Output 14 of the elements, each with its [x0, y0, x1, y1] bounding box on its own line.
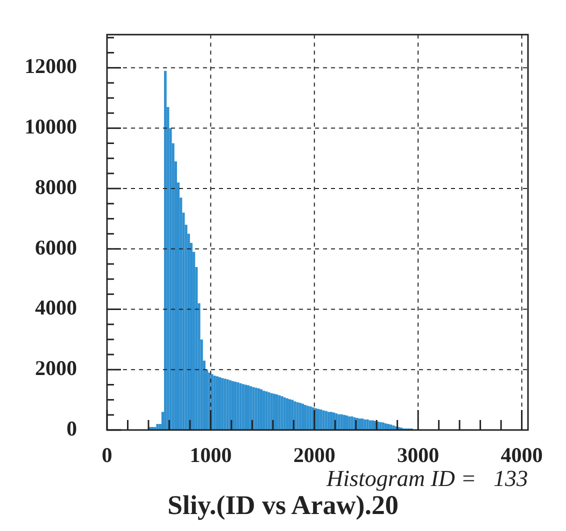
text: Sliy.(ID vs Araw).20	[166, 490, 399, 521]
y-tick-label: 6000	[35, 235, 77, 260]
x-tick-label: 3000	[397, 443, 440, 468]
y-tick-label: 2000	[35, 356, 77, 380]
x-tick-label: 2000	[293, 443, 336, 468]
x-tick-label: 4000	[500, 443, 543, 468]
y-tick-label: 0	[66, 416, 77, 440]
y-tick-label: 4000	[35, 296, 77, 320]
text: Histogram ID = 133	[325, 466, 528, 492]
y-tick-label: 12000	[24, 54, 77, 78]
x-tick-label: 0	[102, 443, 112, 468]
x-tick-label: 1000	[190, 443, 232, 468]
y-tick-label: 8000	[35, 174, 77, 199]
y-tick-label: 10000	[24, 114, 77, 139]
